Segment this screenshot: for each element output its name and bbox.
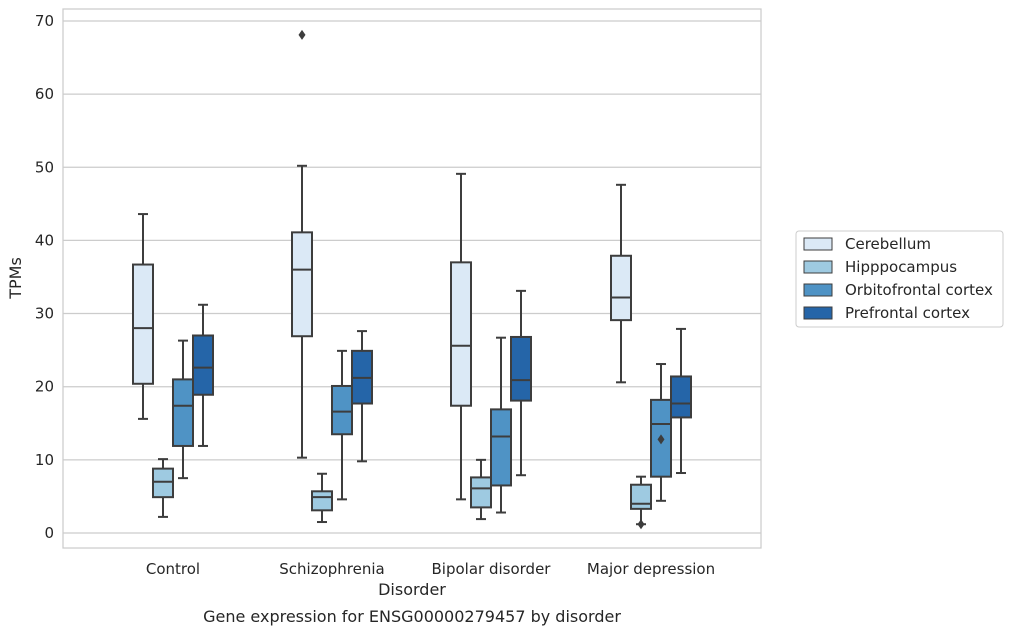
box-3-3 bbox=[670, 327, 692, 475]
box-iqr bbox=[510, 335, 532, 402]
box-3-2 bbox=[510, 289, 532, 477]
box-iqr bbox=[670, 375, 692, 419]
box-1-2 bbox=[470, 458, 492, 521]
plot-area-border bbox=[62, 8, 762, 549]
y-axis-ticks: 0 10 20 30 40 50 60 70 bbox=[35, 12, 54, 542]
box-iqr bbox=[610, 254, 632, 322]
box-iqr bbox=[132, 263, 154, 385]
y-tick-label: 0 bbox=[44, 524, 54, 542]
x-tick-label: Schizophrenia bbox=[279, 560, 384, 578]
box-0-3 bbox=[610, 183, 632, 384]
x-axis-title: Disorder bbox=[378, 580, 446, 599]
y-tick-label: 50 bbox=[35, 158, 54, 176]
box-iqr bbox=[331, 384, 353, 436]
x-tick-label: Major depression bbox=[587, 560, 715, 578]
legend-label: Hipppocampus bbox=[845, 258, 957, 276]
y-tick-label: 60 bbox=[35, 85, 54, 103]
y-tick-label: 10 bbox=[35, 451, 54, 469]
y-tick-label: 40 bbox=[35, 231, 54, 249]
box-iqr bbox=[291, 231, 313, 338]
box-iqr bbox=[152, 467, 174, 499]
legend-swatch bbox=[803, 237, 833, 251]
y-tick-label: 20 bbox=[35, 378, 54, 396]
box-3-1 bbox=[351, 330, 373, 463]
box-iqr bbox=[450, 261, 472, 407]
x-tick-label: Control bbox=[146, 560, 200, 578]
box-plots bbox=[132, 29, 692, 530]
box-iqr bbox=[311, 490, 333, 512]
box-2-3 bbox=[650, 363, 672, 502]
box-1-3 bbox=[630, 475, 652, 530]
box-2-2 bbox=[490, 336, 512, 514]
chart-caption: Gene expression for ENSG00000279457 by d… bbox=[203, 607, 621, 626]
outlier-point bbox=[637, 519, 645, 530]
box-0-2 bbox=[450, 172, 472, 501]
outlier-point bbox=[657, 434, 665, 445]
box-0-0 bbox=[132, 213, 154, 420]
y-tick-label: 30 bbox=[35, 305, 54, 323]
x-tick-label: Bipolar disorder bbox=[432, 560, 552, 578]
y-axis-title: TPMs bbox=[6, 257, 25, 300]
box-1-1 bbox=[311, 472, 333, 524]
legend-swatch bbox=[803, 306, 833, 320]
box-3-0 bbox=[192, 303, 214, 447]
box-1-0 bbox=[152, 458, 174, 518]
legend-swatch bbox=[803, 283, 833, 297]
legend-label: Prefrontal cortex bbox=[845, 304, 970, 322]
outlier-point bbox=[298, 29, 306, 40]
legend-frame bbox=[795, 230, 1004, 328]
box-iqr bbox=[490, 408, 512, 487]
legend-label: Cerebellum bbox=[845, 235, 931, 253]
legend: Cerebellum Hipppocampus Orbitofrontal cort… bbox=[795, 230, 1004, 328]
legend-label: Orbitofrontal cortex bbox=[845, 281, 993, 299]
legend-swatch bbox=[803, 260, 833, 274]
box-iqr bbox=[172, 378, 194, 447]
box-0-1 bbox=[291, 29, 313, 459]
box-iqr bbox=[630, 483, 652, 510]
box-2-1 bbox=[331, 349, 353, 501]
x-axis-ticks: Control Schizophrenia Bipolar disorder Majo… bbox=[146, 560, 715, 578]
box-iqr bbox=[192, 334, 214, 396]
box-2-0 bbox=[172, 339, 194, 480]
y-tick-label: 70 bbox=[35, 12, 54, 30]
box-iqr bbox=[470, 476, 492, 509]
